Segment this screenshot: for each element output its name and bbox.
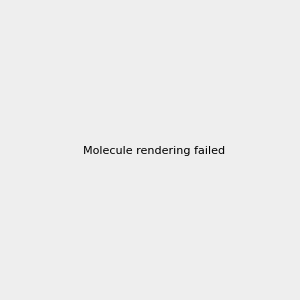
Text: Molecule rendering failed: Molecule rendering failed <box>83 146 225 157</box>
